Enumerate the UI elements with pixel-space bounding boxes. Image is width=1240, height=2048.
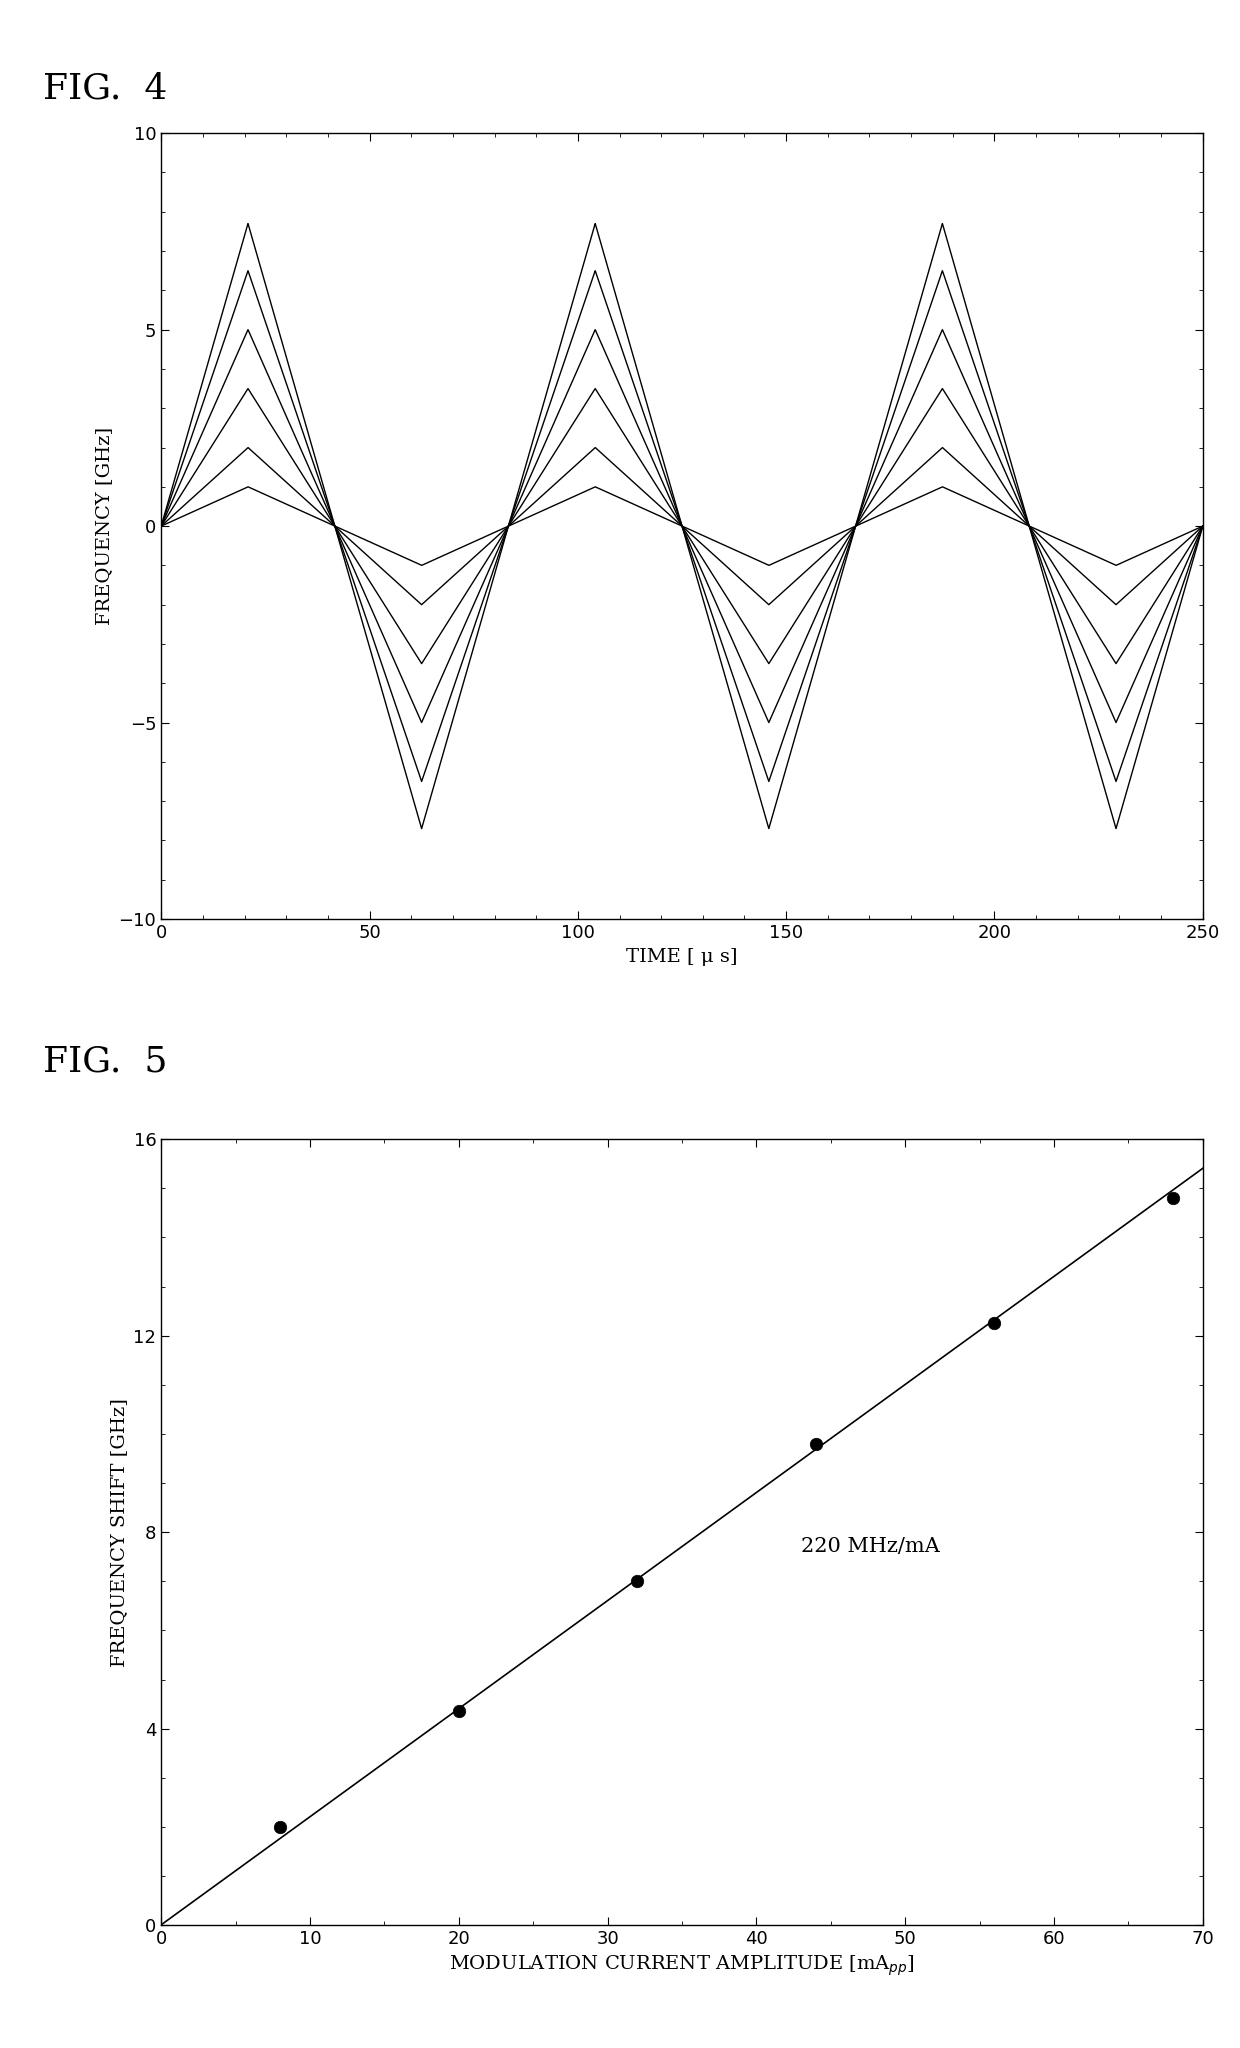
X-axis label: TIME [ μ s]: TIME [ μ s] (626, 948, 738, 965)
Point (806, 1427, 826, 1460)
Point (449, 1696, 469, 1729)
Point (985, 1307, 1004, 1339)
Point (627, 1565, 647, 1597)
Text: FIG.  4: FIG. 4 (43, 72, 167, 106)
Text: 220 MHz/mA: 220 MHz/mA (801, 1536, 940, 1556)
X-axis label: MODULATION CURRENT AMPLITUDE [mA$_{pp}$]: MODULATION CURRENT AMPLITUDE [mA$_{pp}$] (449, 1954, 915, 1978)
Point (270, 1810, 290, 1843)
Point (1163, 1182, 1183, 1214)
Text: FIG.  5: FIG. 5 (43, 1044, 167, 1079)
Y-axis label: FREQUENCY SHIFT [GHz]: FREQUENCY SHIFT [GHz] (110, 1397, 128, 1667)
Y-axis label: FREQUENCY [GHz]: FREQUENCY [GHz] (95, 428, 113, 625)
